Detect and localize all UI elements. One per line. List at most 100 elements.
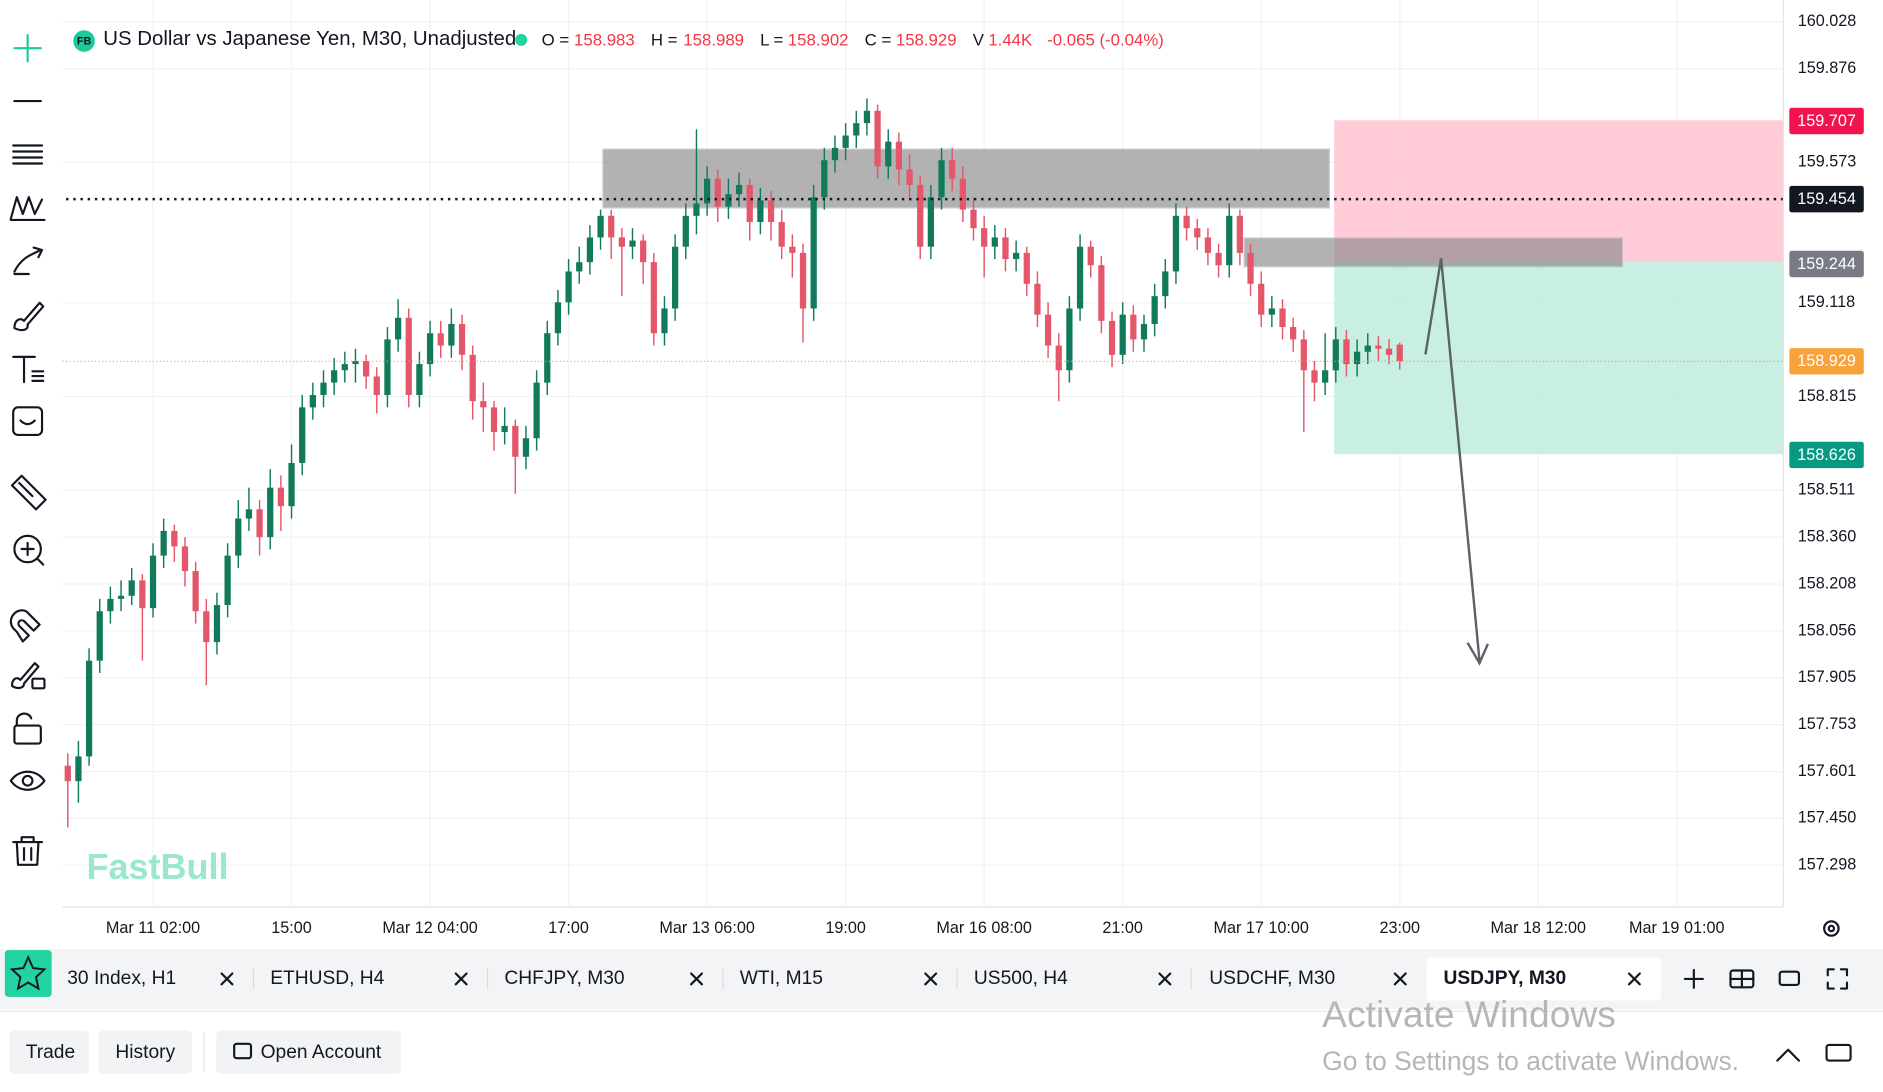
zoom-tool[interactable] bbox=[13, 534, 42, 564]
symbol-title: US Dollar vs Japanese Yen, M30, Unadjust… bbox=[103, 28, 516, 50]
candle-body bbox=[799, 252, 807, 309]
tab[interactable]: USDJPY, M30 bbox=[1426, 957, 1661, 1001]
tab[interactable]: USDCHF, M30 bbox=[1209, 968, 1407, 989]
projection-arrow[interactable] bbox=[1424, 258, 1490, 666]
axes: Mar 11 02:00 15:00 Mar 12 04:00 17:00 Mar 13… bbox=[106, 12, 1856, 937]
candle-body bbox=[373, 376, 380, 395]
tab-close[interactable] bbox=[690, 972, 704, 986]
candle-body bbox=[991, 237, 998, 247]
collapse-button[interactable] bbox=[1776, 1048, 1801, 1062]
favorites-star bbox=[9, 954, 47, 991]
candle-body bbox=[213, 605, 221, 643]
candle-body bbox=[75, 756, 82, 782]
candle-body bbox=[959, 178, 966, 210]
x-tick-label: Mar 18 12:00 bbox=[1491, 919, 1586, 937]
forecast-tool[interactable] bbox=[13, 246, 44, 276]
bottom-button[interactable]: Open Account bbox=[216, 1030, 402, 1074]
lock-badge bbox=[31, 677, 46, 690]
delete-tool[interactable] bbox=[12, 836, 44, 866]
unlock-body bbox=[13, 724, 42, 745]
fib-tool[interactable] bbox=[12, 144, 44, 165]
candle-body bbox=[1300, 339, 1307, 371]
tab[interactable]: WTI, M15 bbox=[740, 968, 958, 990]
unlock-tool[interactable] bbox=[15, 712, 33, 727]
add-tab[interactable] bbox=[1683, 968, 1704, 990]
candle-body bbox=[352, 361, 359, 365]
candle-body bbox=[576, 262, 583, 272]
tab-label: USDCHF, M30 bbox=[1209, 968, 1335, 989]
hide-tool[interactable] bbox=[9, 770, 46, 791]
button-bg bbox=[98, 1030, 193, 1074]
candle-body bbox=[533, 382, 540, 439]
bottom-button[interactable]: Trade bbox=[9, 1030, 89, 1074]
candle-body bbox=[1172, 215, 1180, 272]
button-bg bbox=[216, 1030, 402, 1074]
tab-close[interactable] bbox=[454, 972, 468, 986]
candle-body bbox=[1108, 320, 1116, 355]
tab-close[interactable] bbox=[220, 972, 234, 986]
window-button[interactable] bbox=[1778, 970, 1801, 987]
brush-tool[interactable] bbox=[13, 301, 45, 332]
text-tool[interactable] bbox=[12, 355, 45, 384]
y-tick-label: 160.028 bbox=[1798, 12, 1857, 30]
panel-button[interactable] bbox=[1825, 1043, 1852, 1062]
candle-body bbox=[1140, 323, 1148, 340]
tab[interactable]: ETHUSD, H4 bbox=[270, 968, 489, 990]
account-icon bbox=[233, 1042, 253, 1060]
candle-body bbox=[1055, 345, 1062, 371]
price-tags: 159.707 159.454 159.244 158.929 158.626 bbox=[1789, 107, 1864, 469]
crosshair-tool[interactable] bbox=[13, 33, 42, 63]
candle-body bbox=[320, 382, 327, 395]
tab-close[interactable] bbox=[1158, 972, 1172, 986]
emoji-tool[interactable] bbox=[12, 406, 44, 436]
candle-body bbox=[1343, 339, 1350, 365]
candle-body bbox=[789, 246, 796, 253]
tab-close[interactable] bbox=[1627, 972, 1641, 986]
watermark: FastBull bbox=[86, 846, 228, 887]
tab[interactable]: CHFJPY, M30 bbox=[504, 968, 724, 990]
settings-icon[interactable] bbox=[1823, 920, 1840, 937]
candle-body bbox=[1226, 215, 1233, 266]
fullscreen-button[interactable] bbox=[1826, 968, 1849, 990]
layout-button[interactable] bbox=[1729, 969, 1755, 989]
candle-body bbox=[405, 317, 412, 395]
tab[interactable]: US500, H4 bbox=[974, 968, 1192, 990]
tab-label: CHFJPY, M30 bbox=[504, 968, 624, 989]
pattern-tool[interactable] bbox=[9, 196, 46, 222]
price-tag bbox=[1789, 107, 1864, 135]
candle-body bbox=[224, 555, 231, 606]
ohlc-label: H = bbox=[651, 30, 678, 49]
bottom-button[interactable]: History bbox=[98, 1030, 193, 1074]
tab-close[interactable] bbox=[924, 972, 938, 986]
candle-body bbox=[682, 215, 689, 247]
candle-body bbox=[1364, 345, 1371, 352]
candle-body bbox=[767, 200, 775, 222]
candle-body bbox=[853, 123, 860, 136]
candle-body bbox=[927, 197, 935, 247]
lock-drawings-tool[interactable] bbox=[10, 662, 40, 690]
candle-body bbox=[1194, 228, 1201, 238]
x-tick-label: Mar 19 01:00 bbox=[1629, 919, 1724, 937]
ruler-tool[interactable] bbox=[10, 474, 47, 511]
y-tick-label: 157.753 bbox=[1798, 715, 1857, 733]
candle-body bbox=[426, 333, 434, 365]
candle-body bbox=[235, 518, 242, 556]
ohlc-label: L = bbox=[760, 30, 783, 49]
favorites-button[interactable] bbox=[4, 950, 52, 997]
y-tick-label: 157.298 bbox=[1798, 855, 1857, 873]
candle-body bbox=[640, 240, 647, 263]
magnet-tool[interactable] bbox=[9, 609, 41, 643]
candle-body bbox=[267, 487, 274, 538]
target-zone[interactable] bbox=[1334, 261, 1784, 455]
candle-body bbox=[874, 110, 881, 167]
candle-body bbox=[288, 462, 295, 507]
supply-zone[interactable] bbox=[1243, 237, 1624, 268]
candle-body bbox=[437, 333, 444, 346]
ohlc-label: C = bbox=[865, 30, 892, 49]
candle-body bbox=[1322, 370, 1329, 383]
candle-body bbox=[1268, 308, 1275, 315]
candle-body bbox=[1258, 283, 1265, 315]
tab-close[interactable] bbox=[1393, 972, 1407, 986]
tab[interactable]: 30 Index, H1 bbox=[67, 968, 254, 990]
candle-body bbox=[107, 598, 114, 612]
